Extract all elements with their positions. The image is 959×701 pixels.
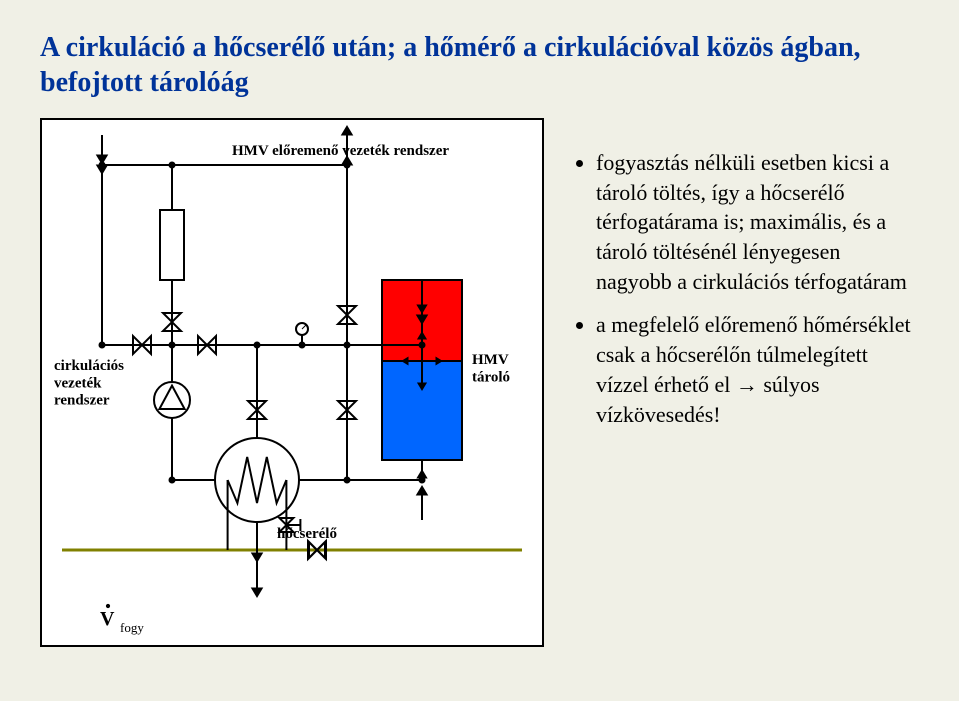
bullet-item: a megfelelő előremenő hőmérséklet csak a… [596, 310, 919, 429]
svg-text:fogy: fogy [120, 620, 144, 635]
bullet-list-container: fogyasztás nélküli esetben kicsi a tárol… [544, 118, 919, 443]
svg-text:V: V [100, 608, 115, 630]
diagram-border: Vfogy HMV előremenő vezeték rendszer cirku… [40, 118, 544, 647]
content-row: Vfogy HMV előremenő vezeték rendszer cirku… [40, 118, 919, 647]
svg-text:hőcserélő: hőcserélő [277, 526, 337, 542]
slide-title: A cirkuláció a hőcserélő után; a hőmérő … [40, 30, 919, 100]
bullet-list: fogyasztás nélküli esetben kicsi a tárol… [574, 148, 919, 429]
piping-diagram: Vfogy HMV előremenő vezeték rendszer cirku… [42, 120, 542, 640]
svg-text:cirkulációsvezetékrendszer: cirkulációsvezetékrendszer [54, 358, 124, 409]
bullet-item: fogyasztás nélküli esetben kicsi a tárol… [596, 148, 919, 296]
slide: A cirkuláció a hőcserélő után; a hőmérő … [0, 0, 959, 701]
diagram-container: Vfogy HMV előremenő vezeték rendszer cirku… [40, 118, 544, 647]
svg-text:HMV előremenő vezeték rendszer: HMV előremenő vezeték rendszer [232, 143, 449, 159]
svg-text:HMVtároló: HMVtároló [472, 352, 510, 385]
